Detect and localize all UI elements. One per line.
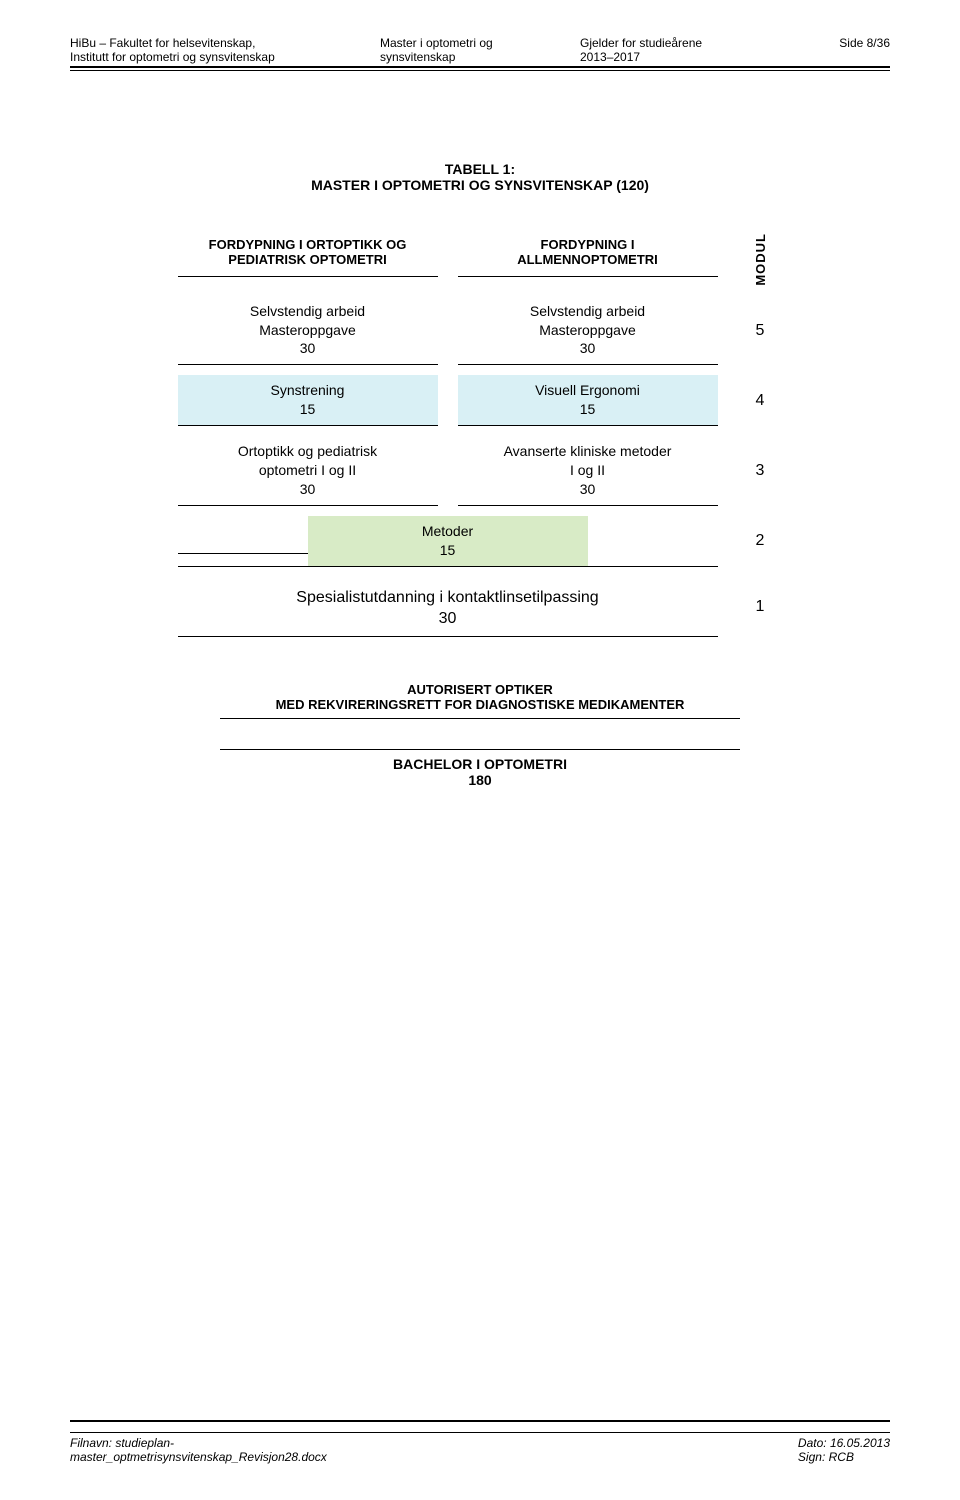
cell-avanserte: Avanserte kliniske metoder I og II 30 (458, 436, 718, 506)
table-row-3: Ortoptikk og pediatrisk optometri I og I… (70, 436, 890, 506)
modul-2: 2 (738, 516, 783, 567)
page-footer: Filnavn: studieplan- master_optmetrisyns… (70, 1432, 890, 1464)
footer-left: Filnavn: studieplan- master_optmetrisyns… (70, 1436, 327, 1464)
table-row-5: Selvstendig arbeid Masteroppgave 30 Selv… (70, 296, 890, 366)
header-years: Gjelder for studieårene 2013–2017 (580, 36, 760, 64)
cell-selvstendig-right: Selvstendig arbeid Masteroppgave 30 (458, 296, 718, 366)
table-row-4: Synstrening 15 Visuell Ergonomi 15 4 (70, 375, 890, 426)
header-page-num: Side 8/36 (760, 36, 890, 50)
auth-line2: MED REKVIRERINGSRETT FOR DIAGNOSTISKE ME… (220, 697, 740, 719)
table-row-1: Spesialistutdanning i kontaktlinsetilpas… (70, 577, 890, 637)
col-left-h2: PEDIATRISK OPTOMETRI (178, 252, 438, 267)
col-right-h2: ALLMENNOPTOMETRI (458, 252, 718, 267)
header-years-line2: 2013–2017 (580, 50, 760, 64)
auth-line1: AUTORISERT OPTIKER (70, 682, 890, 697)
header-years-line1: Gjelder for studieårene (580, 36, 760, 50)
footer-date: Dato: 16.05.2013 (798, 1436, 890, 1450)
cell-spesialist: Spesialistutdanning i kontaktlinsetilpas… (178, 577, 718, 637)
col-right-header: FORDYPNING I ALLMENNOPTOMETRI (458, 233, 718, 286)
modul-label: MODUL (753, 233, 768, 286)
cell-visuell-ergonomi: Visuell Ergonomi 15 (458, 375, 718, 426)
header-institution: HiBu – Fakultet for helsevitenskap, Inst… (70, 36, 380, 64)
table-title: TABELL 1: MASTER I OPTOMETRI OG SYNSVITE… (70, 161, 890, 193)
bach-line2: 180 (220, 772, 740, 788)
cell-synstrening: Synstrening 15 (178, 375, 438, 426)
header-program: Master i optometri og synsvitenskap (380, 36, 580, 64)
col-left-h1: FORDYPNING I ORTOPTIKK OG (178, 237, 438, 252)
footer-sign: Sign: RCB (798, 1450, 890, 1464)
cell-selvstendig-left: Selvstendig arbeid Masteroppgave 30 (178, 296, 438, 366)
header-inst-line1: HiBu – Fakultet for helsevitenskap, (70, 36, 380, 50)
header-inst-line2: Institutt for optometri og synsvitenskap (70, 50, 380, 64)
table-row-2: Metoder 15 2 (70, 516, 890, 567)
modul-4: 4 (738, 375, 783, 426)
title-line2: MASTER I OPTOMETRI OG SYNSVITENSKAP (120… (70, 177, 890, 193)
bachelor-block: BACHELOR I OPTOMETRI 180 (70, 749, 890, 788)
footer-filename2: master_optmetrisynsvitenskap_Revisjon28.… (70, 1450, 327, 1464)
header-rule (70, 70, 890, 71)
title-line1: TABELL 1: (70, 161, 890, 177)
footer-right: Dato: 16.05.2013 Sign: RCB (798, 1436, 890, 1464)
modul-3: 3 (738, 436, 783, 506)
footer-rule (70, 1420, 890, 1422)
authorized-block: AUTORISERT OPTIKER MED REKVIRERINGSRETT … (70, 682, 890, 719)
col-right-h1: FORDYPNING I (458, 237, 718, 252)
page-header: HiBu – Fakultet for helsevitenskap, Inst… (70, 36, 890, 68)
column-headings: FORDYPNING I ORTOPTIKK OG PEDIATRISK OPT… (70, 233, 890, 286)
footer-filename1: Filnavn: studieplan- (70, 1436, 327, 1450)
header-page: Side 8/36 (760, 36, 890, 64)
col-modul-header: MODUL (738, 233, 783, 286)
header-prog-line1: Master i optometri og (380, 36, 580, 50)
cell-metoder: Metoder 15 (308, 516, 588, 567)
col-left-header: FORDYPNING I ORTOPTIKK OG PEDIATRISK OPT… (178, 233, 438, 286)
modul-1: 1 (738, 577, 783, 637)
modul-5: 5 (738, 296, 783, 366)
bach-line1: BACHELOR I OPTOMETRI (220, 756, 740, 772)
cell-ortoptikk: Ortoptikk og pediatrisk optometri I og I… (178, 436, 438, 506)
header-prog-line2: synsvitenskap (380, 50, 580, 64)
